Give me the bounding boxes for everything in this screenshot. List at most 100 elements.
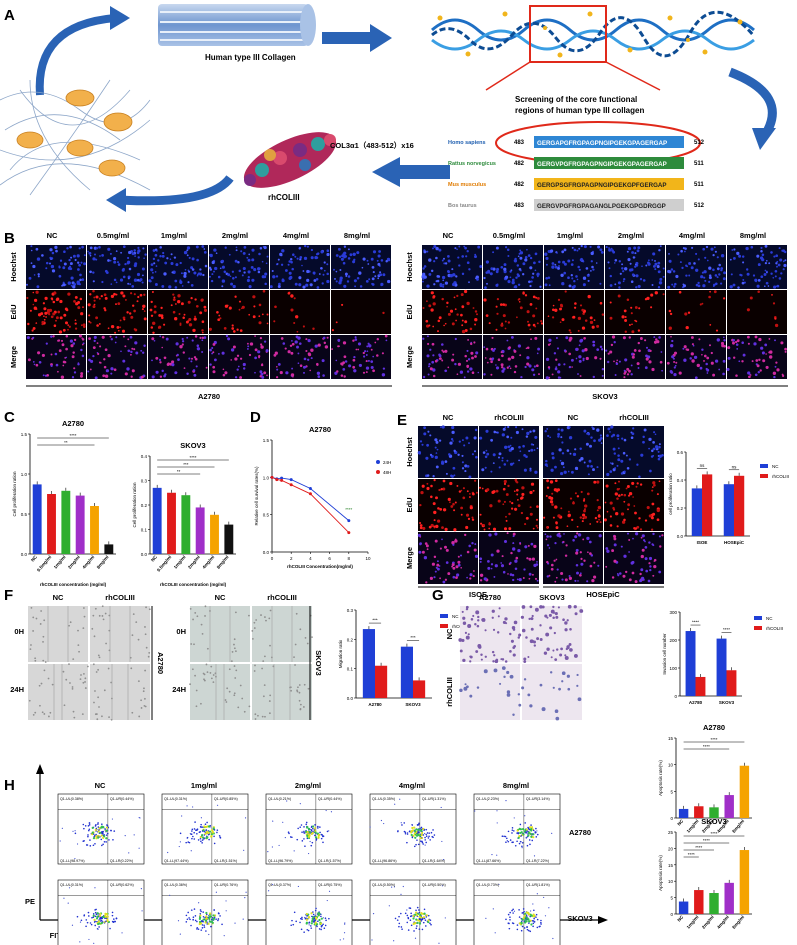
- cell-dot: [181, 340, 185, 343]
- cell-dot: [458, 245, 461, 248]
- cell-dot: [576, 249, 579, 252]
- cell-dot: [452, 575, 456, 579]
- cell-dot: [127, 277, 130, 280]
- cell-dot: [195, 689, 198, 692]
- cell-dot: [294, 282, 298, 286]
- event-dot: [394, 803, 396, 805]
- cell-dot: [764, 269, 767, 272]
- event-dot: [86, 921, 89, 924]
- cell-dot: [276, 263, 279, 265]
- cell-dot: [190, 266, 194, 270]
- cell-dot: [356, 251, 360, 255]
- event-dot: [185, 841, 187, 844]
- cell-dot: [121, 329, 126, 333]
- cell-dot: [456, 373, 459, 376]
- cell-dot: [155, 265, 158, 267]
- cell-dot: [590, 260, 593, 263]
- cell-dot: [465, 525, 469, 530]
- cell-dot: [201, 331, 204, 334]
- cell-dot: [419, 526, 423, 530]
- cell-dot: [372, 369, 375, 373]
- cell-dot: [561, 541, 564, 544]
- cell-dot: [599, 282, 602, 285]
- cell-dot: [568, 643, 572, 646]
- cell-dot: [32, 616, 35, 619]
- event-dot: [430, 831, 433, 834]
- cell-dot: [78, 650, 80, 653]
- micrograph-b-left: [148, 290, 208, 334]
- cell-dot: [385, 339, 388, 342]
- cell-dot: [582, 357, 585, 360]
- cell-dot: [48, 308, 53, 312]
- cell-dot: [454, 538, 457, 541]
- cell-dot: [639, 572, 642, 576]
- event-dot: [425, 841, 427, 844]
- cell-dot: [52, 312, 56, 316]
- cell-dot: [497, 615, 500, 618]
- event-dot: [529, 915, 531, 918]
- cell-dot: [433, 525, 436, 528]
- cell-dot: [557, 298, 561, 302]
- cell-dot: [225, 701, 228, 703]
- event-dot: [414, 836, 417, 839]
- cell-dot: [656, 493, 659, 496]
- event-dot: [188, 917, 190, 919]
- cell-dot: [194, 357, 198, 361]
- cell-dot: [48, 262, 52, 265]
- cell-dot: [132, 613, 135, 616]
- cell-dot: [702, 247, 706, 251]
- cell-dot: [102, 374, 106, 378]
- cell-dot: [623, 493, 627, 497]
- cycle-arrowhead-bottom-icon: [106, 188, 126, 212]
- event-dot: [191, 830, 193, 832]
- cell-dot: [697, 281, 700, 285]
- cell-dot: [776, 265, 778, 268]
- cell-dot: [486, 361, 489, 364]
- cell-dot: [72, 351, 75, 354]
- cell-dot: [119, 278, 124, 282]
- event-dot: [422, 834, 425, 836]
- cell-dot: [179, 280, 183, 284]
- cell-dot: [607, 261, 610, 264]
- event-dot: [179, 841, 181, 843]
- cell-dot: [131, 252, 135, 256]
- event-dot: [540, 921, 542, 924]
- cell-dot: [654, 268, 657, 271]
- cell-dot: [527, 323, 531, 327]
- event-dot: [321, 924, 324, 927]
- cell-dot: [471, 518, 475, 521]
- cell-dot: [742, 353, 746, 357]
- cell-dot: [217, 318, 221, 322]
- cell-dot: [257, 350, 261, 354]
- cell-dot: [582, 538, 585, 541]
- cell-dot: [471, 453, 474, 456]
- cell-dot: [299, 703, 302, 706]
- event-dot: [528, 839, 531, 841]
- cell-dot: [258, 303, 262, 307]
- event-dot: [533, 909, 535, 912]
- cell-dot: [186, 372, 189, 375]
- cell-dot: [582, 283, 586, 287]
- cell-dot: [421, 550, 425, 554]
- cell-dot: [617, 281, 621, 285]
- cell-dot: [212, 365, 216, 369]
- cell-dot: [469, 573, 473, 577]
- cell-dot: [65, 334, 69, 338]
- cell-dot: [338, 255, 342, 258]
- cell-dot: [660, 351, 663, 353]
- cell-dot: [490, 553, 494, 557]
- cell-dot: [593, 575, 597, 579]
- cell-dot: [449, 481, 453, 486]
- event-dot: [372, 912, 375, 915]
- cell-dot: [496, 283, 499, 286]
- cell-dot: [73, 282, 77, 286]
- x-tick-label: 4mg/ml: [201, 554, 215, 569]
- cell-dot: [690, 352, 694, 356]
- event-dot: [524, 916, 527, 919]
- cell-dot: [747, 371, 751, 375]
- cell-dot: [584, 319, 588, 322]
- cell-dot: [458, 264, 461, 267]
- cell-dot: [487, 560, 490, 563]
- cell-dot: [430, 308, 434, 312]
- cell-dot: [520, 496, 524, 499]
